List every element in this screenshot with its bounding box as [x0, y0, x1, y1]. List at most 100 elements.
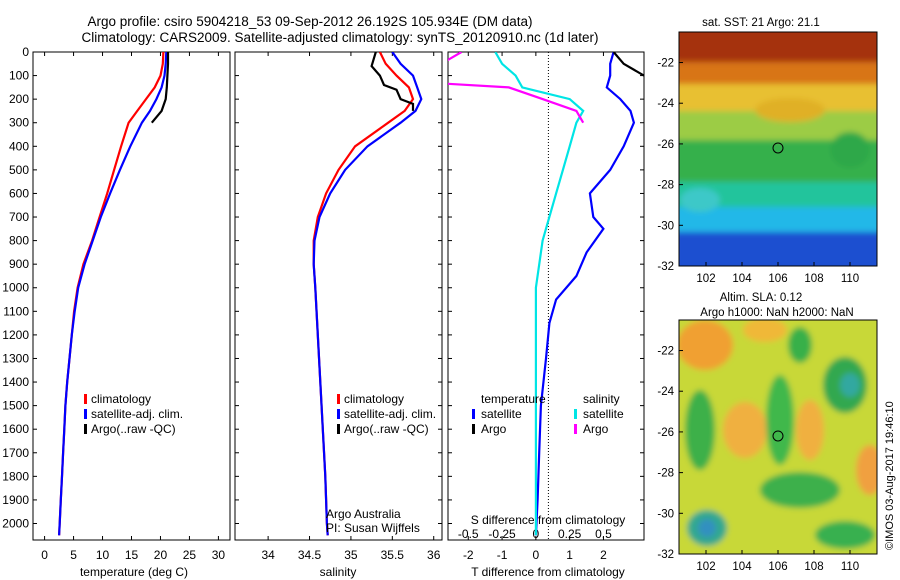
- x-tick-label: -2: [463, 548, 474, 562]
- figure-title-line1: Argo profile: csiro 5904218_53 09-Sep-20…: [87, 14, 532, 29]
- legend-swatch-satellite-adj: [337, 409, 340, 419]
- series-line-s-satellite: [494, 52, 585, 536]
- sst-band-cyan: [679, 207, 877, 235]
- legend-label-t-argo: Argo: [481, 422, 507, 436]
- legend-label-argo: Argo(..raw -QC): [344, 422, 429, 436]
- map-y-tick-label: -30: [657, 508, 674, 520]
- x-tick-label: 30: [212, 548, 226, 562]
- y-tick-label: 1600: [2, 422, 29, 436]
- sla-green-c: [766, 375, 794, 465]
- sla-map-title: Altim. SLA: 0.12: [720, 292, 802, 304]
- sla-orange-nw: [679, 320, 733, 370]
- legend-label-satellite-adj: satellite-adj. clim.: [91, 407, 183, 421]
- sst-map: 102 104 106 108 110 -22 -24 -26 -28 -30 -32: [657, 31, 878, 285]
- y-tick-label: 800: [9, 234, 29, 248]
- y-tick-label: 1700: [2, 446, 29, 460]
- y-tick-label: 200: [9, 92, 29, 106]
- x-tick-label: 15: [125, 548, 139, 562]
- y-tick-label: 0: [22, 45, 29, 59]
- sla-orange-c: [723, 402, 767, 458]
- argo-location-marker: [772, 430, 784, 442]
- legend-label-s-satellite: satellite: [583, 407, 624, 421]
- legend-swatch-argo: [84, 424, 87, 434]
- map-y-tick-label: -26: [657, 427, 674, 439]
- y-tick-label: 500: [9, 163, 29, 177]
- sla-orange-se: [856, 445, 877, 495]
- t-difference-xlabel: T difference from climatology: [471, 565, 625, 579]
- y-tick-label: 1900: [2, 493, 29, 507]
- sla-teal-e: [840, 373, 860, 397]
- difference-axes-frame: [447, 51, 645, 541]
- s-difference-label: S difference from climatology: [471, 513, 626, 527]
- x-tick-label: 34.5: [298, 548, 322, 562]
- sla-orange-e: [796, 400, 824, 460]
- temperature-panel: 0 5 10 15 20 25 300100200300400500600700800900…: [2, 45, 231, 579]
- y-tick-label: 1400: [2, 375, 29, 389]
- salinity-xlabel: salinity: [320, 565, 357, 579]
- map-x-tick-label: 102: [696, 273, 715, 285]
- x-tick-label: 36: [427, 548, 441, 562]
- sla-green-w: [685, 390, 715, 470]
- figure-title-line2: Climatology: CARS2009. Satellite-adjuste…: [81, 30, 598, 45]
- y-tick-label: 1500: [2, 399, 29, 413]
- x-tick-label: 10: [96, 548, 110, 562]
- x-tick-label: 0: [533, 548, 540, 562]
- sst-band-warm: [679, 32, 877, 65]
- salinity-panel: 34 34.5 35 35.5 36 salinity climatology sate…: [234, 51, 443, 579]
- sla-green-ne: [788, 327, 812, 363]
- map-x-tick-label: 108: [804, 561, 823, 573]
- temperature-legend: climatology satellite-adj. clim. Argo(..…: [84, 392, 183, 436]
- sla-green-se: [815, 521, 875, 549]
- map-y-tick-label: -32: [657, 549, 674, 561]
- sla-map: 102 104 106 108 110 -22 -24 -26 -28 -30 -32: [657, 319, 878, 573]
- map-y-tick-label: -28: [657, 468, 674, 480]
- sst-map-title: sat. SST: 21 Argo: 21.1: [702, 17, 820, 29]
- map-y-tick-label: -24: [657, 98, 674, 110]
- legend-label-argo: Argo(..raw -QC): [91, 422, 176, 436]
- x-tick-label: 34: [261, 548, 275, 562]
- sla-green-s: [760, 472, 840, 508]
- y-tick-label: 400: [9, 139, 29, 153]
- difference-panel: -2 -1 0 1 2-0.5 -0.25 0 0.25 0.5 S difference fr…: [447, 51, 645, 579]
- y-tick-label: 1100: [3, 304, 29, 318]
- y-tick-label: 2000: [2, 516, 29, 530]
- map-y-tick-label: -26: [657, 139, 674, 151]
- map-y-tick-label: -30: [657, 220, 674, 232]
- sst-green-patch: [830, 132, 870, 168]
- legend-label-s-argo: Argo: [583, 422, 609, 436]
- x-tick-label: 5: [70, 548, 77, 562]
- map-y-tick-label: -22: [657, 58, 674, 70]
- sla-map-subtitle: Argo h1000: NaN h2000: NaN: [700, 307, 853, 319]
- series-line-argo-raw-qc: [370, 52, 415, 111]
- legend-swatch-climatology: [84, 394, 87, 404]
- map-x-tick-label: 110: [841, 561, 859, 573]
- legend-header-salinity: salinity: [583, 392, 620, 406]
- map-y-tick-label: -24: [657, 386, 674, 398]
- series-line-satellite-adj-clim: [312, 52, 423, 536]
- argo-australia-annotation: Argo Australia: [326, 507, 401, 521]
- timestamp: ©IMOS 03-Aug-2017 19:46:10: [884, 401, 896, 550]
- map-x-tick-label: 104: [732, 561, 752, 573]
- sst-band-orange: [679, 62, 877, 87]
- map-x-tick-label: 106: [768, 273, 787, 285]
- y-tick-label: 700: [9, 210, 29, 224]
- x-tick-label: 25: [183, 548, 197, 562]
- legend-swatch-satellite-adj: [84, 409, 87, 419]
- s-tick-label: 0.5: [595, 527, 612, 541]
- s-tick-label: -0.5: [458, 527, 479, 541]
- salinity-axes-frame: [234, 51, 443, 541]
- x-tick-label: -1: [497, 548, 508, 562]
- x-tick-label: 35: [344, 548, 358, 562]
- y-tick-label: 1000: [2, 281, 29, 295]
- legend-label-climatology: climatology: [344, 392, 404, 406]
- argo-location-marker: [772, 142, 784, 154]
- legend-swatch-t-argo: [472, 424, 475, 434]
- series-line-argo-raw-qc: [150, 52, 170, 124]
- sla-blue-sw: [698, 519, 716, 537]
- legend-label-satellite-adj: satellite-adj. clim.: [344, 407, 436, 421]
- legend-header-temperature: temperature: [481, 392, 546, 406]
- sst-band-blue: [679, 232, 877, 266]
- map-x-tick-label: 110: [841, 273, 859, 285]
- legend-label-t-satellite: satellite: [481, 407, 522, 421]
